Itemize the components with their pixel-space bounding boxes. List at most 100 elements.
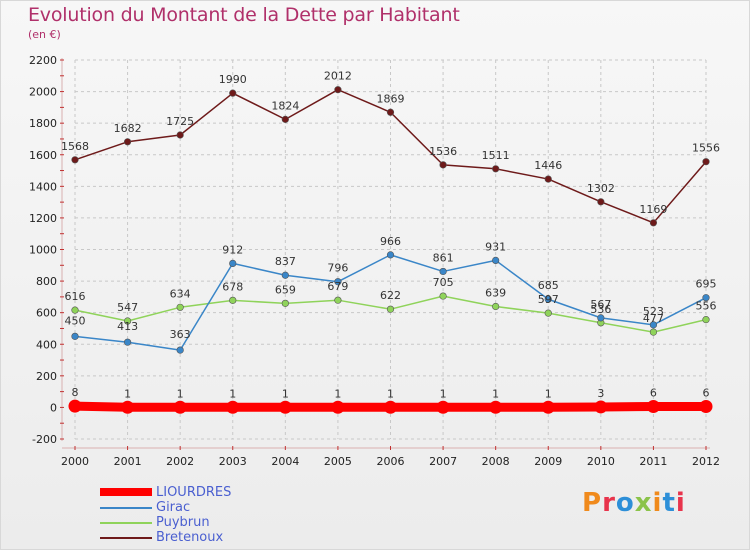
data-point-girac: [439, 267, 447, 276]
data-label-puybrun: 634: [170, 287, 191, 300]
data-point-bretenoux: [71, 156, 79, 164]
data-label-liourdres: 1: [229, 387, 236, 400]
data-label-girac: 695: [696, 278, 717, 291]
logo-letter: i: [675, 488, 686, 518]
data-label-puybrun: 678: [222, 280, 243, 293]
data-label-liourdres: 6: [703, 386, 710, 399]
data-label-bretenoux: 1556: [692, 142, 720, 155]
data-point-girac: [281, 271, 289, 279]
data-label-girac: 931: [485, 240, 506, 253]
proxiti-logo: Proxiti: [582, 488, 686, 518]
data-label-puybrun: 705: [433, 276, 454, 289]
y-tick-label: 2200: [29, 54, 57, 67]
data-point-girac: [544, 295, 552, 303]
data-point-bretenoux: [439, 161, 447, 169]
data-label-girac: 837: [275, 255, 296, 268]
data-point-liourdres: [646, 399, 660, 413]
legend-label: Girac: [156, 500, 191, 515]
data-label-girac: 450: [65, 314, 86, 327]
data-point-bretenoux: [176, 131, 184, 139]
data-label-liourdres: 6: [650, 386, 657, 399]
data-point-girac: [386, 251, 395, 259]
logo-letter: x: [634, 488, 653, 518]
data-label-girac: 523: [643, 305, 664, 318]
y-tick-label: 1000: [29, 244, 57, 257]
x-tick-label: 2002: [166, 455, 194, 468]
x-tick-label: 2001: [114, 455, 142, 468]
data-point-puybrun: [123, 317, 132, 325]
x-tick-label: 2000: [61, 455, 89, 468]
data-point-bretenoux: [281, 115, 289, 123]
data-point-liourdres: [173, 400, 187, 414]
data-point-liourdres: [541, 400, 555, 414]
data-label-bretenoux: 1568: [61, 140, 89, 153]
legend-swatch-liourdres: [100, 488, 152, 496]
data-point-bretenoux: [597, 198, 605, 206]
data-label-bretenoux: 1536: [429, 145, 457, 158]
y-tick-label: 1800: [29, 117, 57, 130]
data-label-bretenoux: 1869: [377, 92, 405, 105]
y-tick-label: 0: [50, 401, 57, 414]
data-point-girac: [334, 278, 342, 286]
x-tick-label: 2009: [534, 455, 562, 468]
data-point-girac: [649, 321, 658, 329]
data-point-bretenoux: [229, 89, 237, 97]
data-point-bretenoux: [492, 165, 500, 173]
logo-letter: r: [602, 488, 616, 518]
data-point-girac: [702, 294, 710, 302]
data-label-liourdres: 1: [440, 387, 447, 400]
data-point-girac: [176, 346, 184, 354]
data-point-liourdres: [489, 400, 503, 414]
data-point-puybrun: [544, 309, 552, 317]
data-point-bretenoux: [544, 175, 552, 183]
axes: -200 0 200 400 600 800 1000 1200 1400 1600 1800 200…: [29, 54, 720, 468]
data-label-puybrun: 477: [643, 312, 664, 325]
data-label-girac: 912: [222, 243, 243, 256]
y-tick-label: -200: [32, 433, 57, 446]
data-point-liourdres: [436, 400, 450, 414]
y-tick-label: 2000: [29, 86, 57, 99]
data-point-puybrun: [334, 296, 342, 304]
y-tick-label: 1200: [29, 212, 57, 225]
data-label-liourdres: 3: [597, 387, 604, 400]
data-label-puybrun: 639: [485, 287, 506, 300]
x-tick-label: 2008: [482, 455, 510, 468]
legend-swatch-bretenoux: [100, 537, 152, 539]
y-tick-label: 1400: [29, 180, 57, 193]
data-label-bretenoux: 2012: [324, 70, 352, 83]
logo-letter: P: [582, 488, 603, 518]
data-label-bretenoux: 1990: [219, 73, 247, 86]
data-point-liourdres: [699, 399, 713, 413]
x-tick-label: 2004: [271, 455, 299, 468]
data-point-liourdres: [331, 400, 345, 414]
data-point-liourdres: [121, 400, 135, 414]
data-label-girac: 567: [590, 298, 611, 311]
data-label-puybrun: 547: [117, 301, 138, 314]
legend-label: Puybrun: [156, 515, 210, 530]
data-point-puybrun: [386, 305, 395, 313]
data-label-girac: 861: [433, 251, 454, 264]
data-point-bretenoux: [702, 158, 710, 166]
logo-letter: i: [652, 488, 663, 518]
data-point-puybrun: [176, 303, 184, 311]
y-tick-label: 200: [36, 370, 57, 383]
x-tick-label: 2003: [219, 455, 247, 468]
data-label-girac: 685: [538, 279, 559, 292]
data-label-bretenoux: 1446: [534, 159, 562, 172]
data-point-girac: [492, 256, 500, 264]
data-point-liourdres: [278, 400, 292, 414]
legend-swatch-girac: [100, 507, 152, 509]
logo-letter: t: [662, 488, 676, 518]
data-point-bretenoux: [386, 108, 395, 116]
data-label-bretenoux: 1169: [639, 203, 667, 216]
y-tick-label: 1600: [29, 149, 57, 162]
data-label-liourdres: 1: [387, 387, 394, 400]
x-tick-label: 2005: [324, 455, 352, 468]
data-point-puybrun: [439, 292, 447, 300]
data-point-liourdres: [68, 399, 82, 413]
y-tick-label: 800: [36, 275, 57, 288]
y-tick-label: 400: [36, 338, 57, 351]
data-label-liourdres: 1: [124, 387, 131, 400]
